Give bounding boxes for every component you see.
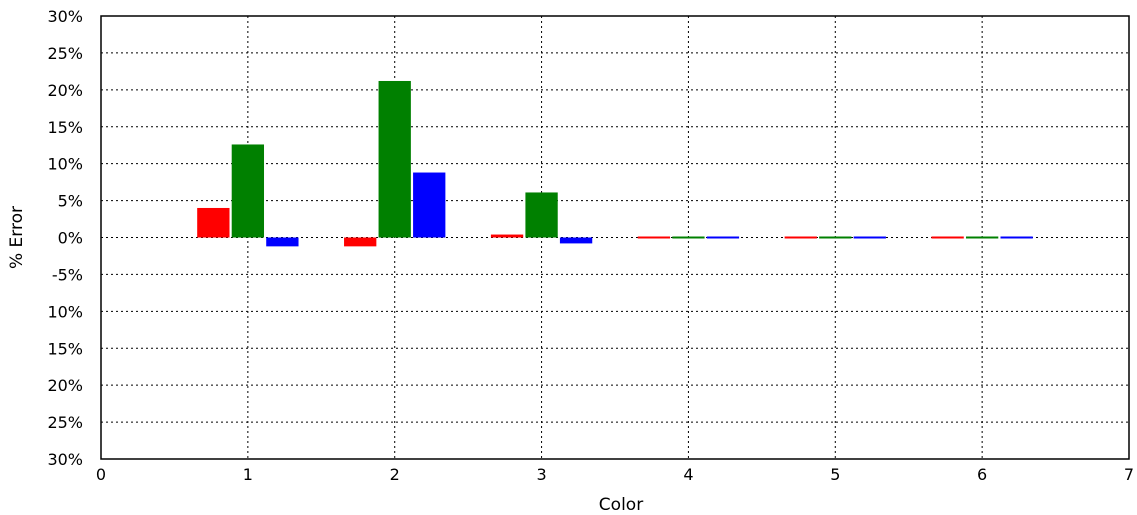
bar bbox=[231, 144, 265, 238]
bar bbox=[413, 172, 446, 238]
bar bbox=[965, 236, 999, 239]
x-tick-label: 6 bbox=[977, 465, 987, 484]
x-tick-label: 4 bbox=[683, 465, 693, 484]
bar bbox=[672, 236, 705, 239]
x-tick-label: 2 bbox=[390, 465, 400, 484]
plot-frame bbox=[100, 15, 1130, 460]
y-tick-label: 10% bbox=[47, 302, 83, 321]
y-tick-label: 25% bbox=[47, 44, 83, 63]
y-tick-label: 20% bbox=[47, 81, 83, 100]
bar bbox=[525, 192, 558, 238]
x-tick-label: 7 bbox=[1124, 465, 1134, 484]
x-axis-title: Color bbox=[599, 495, 643, 515]
bar bbox=[490, 234, 524, 238]
bar bbox=[637, 236, 671, 239]
x-tick-label: 3 bbox=[536, 465, 546, 484]
y-tick-label: 0% bbox=[58, 229, 83, 248]
bar bbox=[378, 80, 411, 238]
bar bbox=[706, 236, 740, 239]
bar bbox=[197, 207, 230, 238]
x-tick-label: 1 bbox=[243, 465, 253, 484]
bar bbox=[266, 237, 299, 247]
y-tick-label: 20% bbox=[47, 376, 83, 395]
bar bbox=[559, 237, 593, 244]
y-tick-label: -5% bbox=[52, 265, 83, 284]
y-tick-label: 15% bbox=[47, 339, 83, 358]
y-tick-label: 5% bbox=[58, 192, 83, 211]
y-tick-label: 15% bbox=[47, 118, 83, 137]
x-tick-label: 5 bbox=[830, 465, 840, 484]
y-tick-label: 30% bbox=[47, 7, 83, 26]
bar bbox=[853, 236, 886, 239]
bar bbox=[931, 236, 964, 239]
y-axis-title: % Error bbox=[7, 206, 27, 269]
bar bbox=[819, 236, 852, 239]
bar bbox=[784, 236, 817, 239]
y-tick-label: 30% bbox=[47, 450, 83, 469]
bar bbox=[344, 237, 377, 247]
x-tick-label: 0 bbox=[96, 465, 106, 484]
y-tick-label: 25% bbox=[47, 413, 83, 432]
y-tick-label: 10% bbox=[47, 155, 83, 174]
bar bbox=[1000, 236, 1033, 239]
